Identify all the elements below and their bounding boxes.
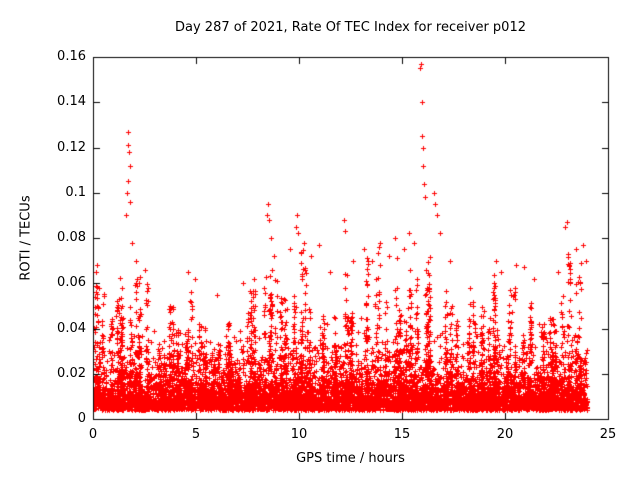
x-axis-label: GPS time / hours: [296, 451, 405, 466]
y-tick-label: 0.12: [57, 139, 86, 155]
x-tick-label: 20: [496, 427, 514, 442]
x-tick-label: 15: [393, 427, 411, 442]
y-tick-label: 0.02: [57, 365, 86, 381]
chart-title: Day 287 of 2021, Rate Of TEC Index for r…: [175, 20, 526, 35]
y-tick-label: 0: [77, 411, 86, 426]
x-tick-label: 5: [191, 427, 201, 442]
x-tick-label: 0: [88, 427, 98, 442]
y-tick-label: 0.08: [57, 230, 86, 245]
x-tick-label: 25: [599, 427, 617, 442]
y-tick-label: 0.16: [57, 49, 86, 64]
y-tick-label: 0.06: [57, 275, 86, 291]
x-tick-label: 10: [290, 427, 308, 442]
y-tick-label: 0.14: [57, 94, 86, 110]
y-tick-label: 0.1: [65, 184, 86, 200]
y-tick-label: 0.04: [57, 320, 86, 336]
